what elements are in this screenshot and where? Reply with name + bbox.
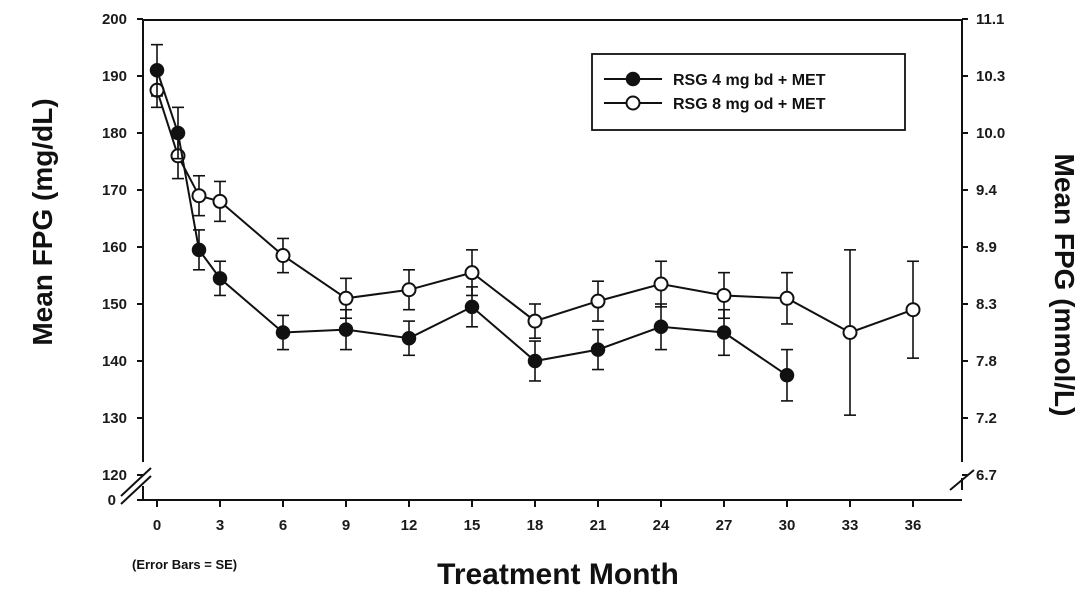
data-point-filled — [779, 368, 795, 383]
data-point-open — [212, 193, 228, 209]
y2-tick-label: 11.1 — [976, 11, 1004, 28]
y2-tick-label: 10.0 — [976, 125, 1005, 142]
legend-label-2: RSG 8 mg od + MET — [673, 96, 826, 113]
data-point-open — [401, 282, 417, 298]
y2-tick-label: 7.2 — [976, 410, 997, 427]
y-tick-label: 180 — [102, 125, 127, 142]
y-tick-label: 170 — [102, 182, 127, 199]
legend: RSG 4 mg bd + MET RSG 8 mg od + MET — [591, 53, 906, 131]
x-tick-label: 9 — [342, 517, 350, 534]
data-point-filled — [338, 322, 354, 337]
left-y-ticks: 120 130 140 150 160 170 180 190 200 0 — [102, 11, 143, 509]
data-point-filled — [653, 319, 669, 335]
x-tick-label: 3 — [216, 517, 224, 534]
data-point-open — [842, 325, 858, 340]
x-ticks: 0 3 6 9 12 15 18 21 24 27 30 33 36 — [153, 500, 922, 534]
right-y-ticks: 6.7 7.2 7.8 8.3 8.9 9.4 10.0 10.3 11.1 — [962, 11, 1005, 484]
y2-tick-label: 8.9 — [976, 239, 997, 256]
data-point-open — [527, 313, 543, 329]
y2-axis-title: Mean FPG (mmol/L) — [1049, 154, 1080, 417]
x-tick-label: 0 — [153, 517, 161, 534]
series-1 — [149, 43, 795, 402]
data-point-open — [338, 290, 354, 306]
y-tick-label: 140 — [102, 353, 127, 370]
x-tick-label: 36 — [905, 517, 922, 534]
data-point-open — [653, 276, 669, 292]
error-bar-note: (Error Bars = SE) — [132, 557, 237, 572]
legend-marker-filled — [625, 71, 641, 87]
x-axis-title: Treatment Month — [437, 558, 679, 591]
data-point-open — [779, 290, 795, 306]
y-axis-title: Mean FPG (mg/dL) — [27, 98, 58, 345]
y-tick-label: 150 — [102, 296, 127, 313]
data-point-filled — [716, 325, 732, 340]
x-tick-label: 15 — [464, 517, 481, 534]
series-layer — [149, 43, 921, 416]
y2-tick-label: 6.7 — [976, 467, 997, 484]
x-tick-label: 12 — [401, 517, 418, 534]
y-tick-label: 130 — [102, 410, 127, 427]
legend-label-1: RSG 4 mg bd + MET — [673, 72, 826, 89]
data-point-filled — [212, 271, 228, 286]
data-point-filled — [149, 63, 165, 78]
x-tick-label: 30 — [779, 517, 796, 534]
y-tick-label: 120 — [102, 467, 127, 484]
y-tick-label: 160 — [102, 239, 127, 256]
data-point-open — [191, 188, 207, 204]
y-tick-label-zero: 0 — [108, 492, 116, 509]
x-tick-label: 33 — [842, 517, 859, 534]
data-point-filled — [170, 125, 186, 141]
data-point-open — [905, 302, 921, 318]
data-point-filled — [590, 342, 606, 357]
data-point-filled — [191, 242, 207, 258]
data-point-filled — [401, 330, 417, 346]
right-axis-break-icon — [949, 469, 975, 491]
x-tick-label: 21 — [590, 517, 607, 534]
legend-box — [591, 53, 906, 131]
x-tick-label: 24 — [653, 517, 670, 534]
data-point-filled — [464, 299, 480, 315]
data-point-filled — [275, 325, 291, 340]
data-point-open — [275, 248, 291, 264]
left-axis-break-icon — [120, 467, 152, 505]
plot-area — [120, 19, 975, 505]
x-tick-label: 27 — [716, 517, 733, 534]
y-tick-label: 200 — [102, 11, 127, 28]
x-tick-label: 6 — [279, 517, 287, 534]
data-point-open — [464, 265, 480, 281]
legend-marker-open — [625, 95, 641, 111]
data-point-open — [716, 287, 732, 303]
data-point-filled — [527, 353, 543, 369]
y2-tick-label: 9.4 — [976, 182, 998, 199]
y2-tick-label: 10.3 — [976, 68, 1005, 85]
y2-tick-label: 7.8 — [976, 353, 997, 370]
x-tick-label: 18 — [527, 517, 544, 534]
y-tick-label: 190 — [102, 68, 127, 85]
data-point-open — [590, 293, 606, 309]
y2-tick-label: 8.3 — [976, 296, 997, 313]
